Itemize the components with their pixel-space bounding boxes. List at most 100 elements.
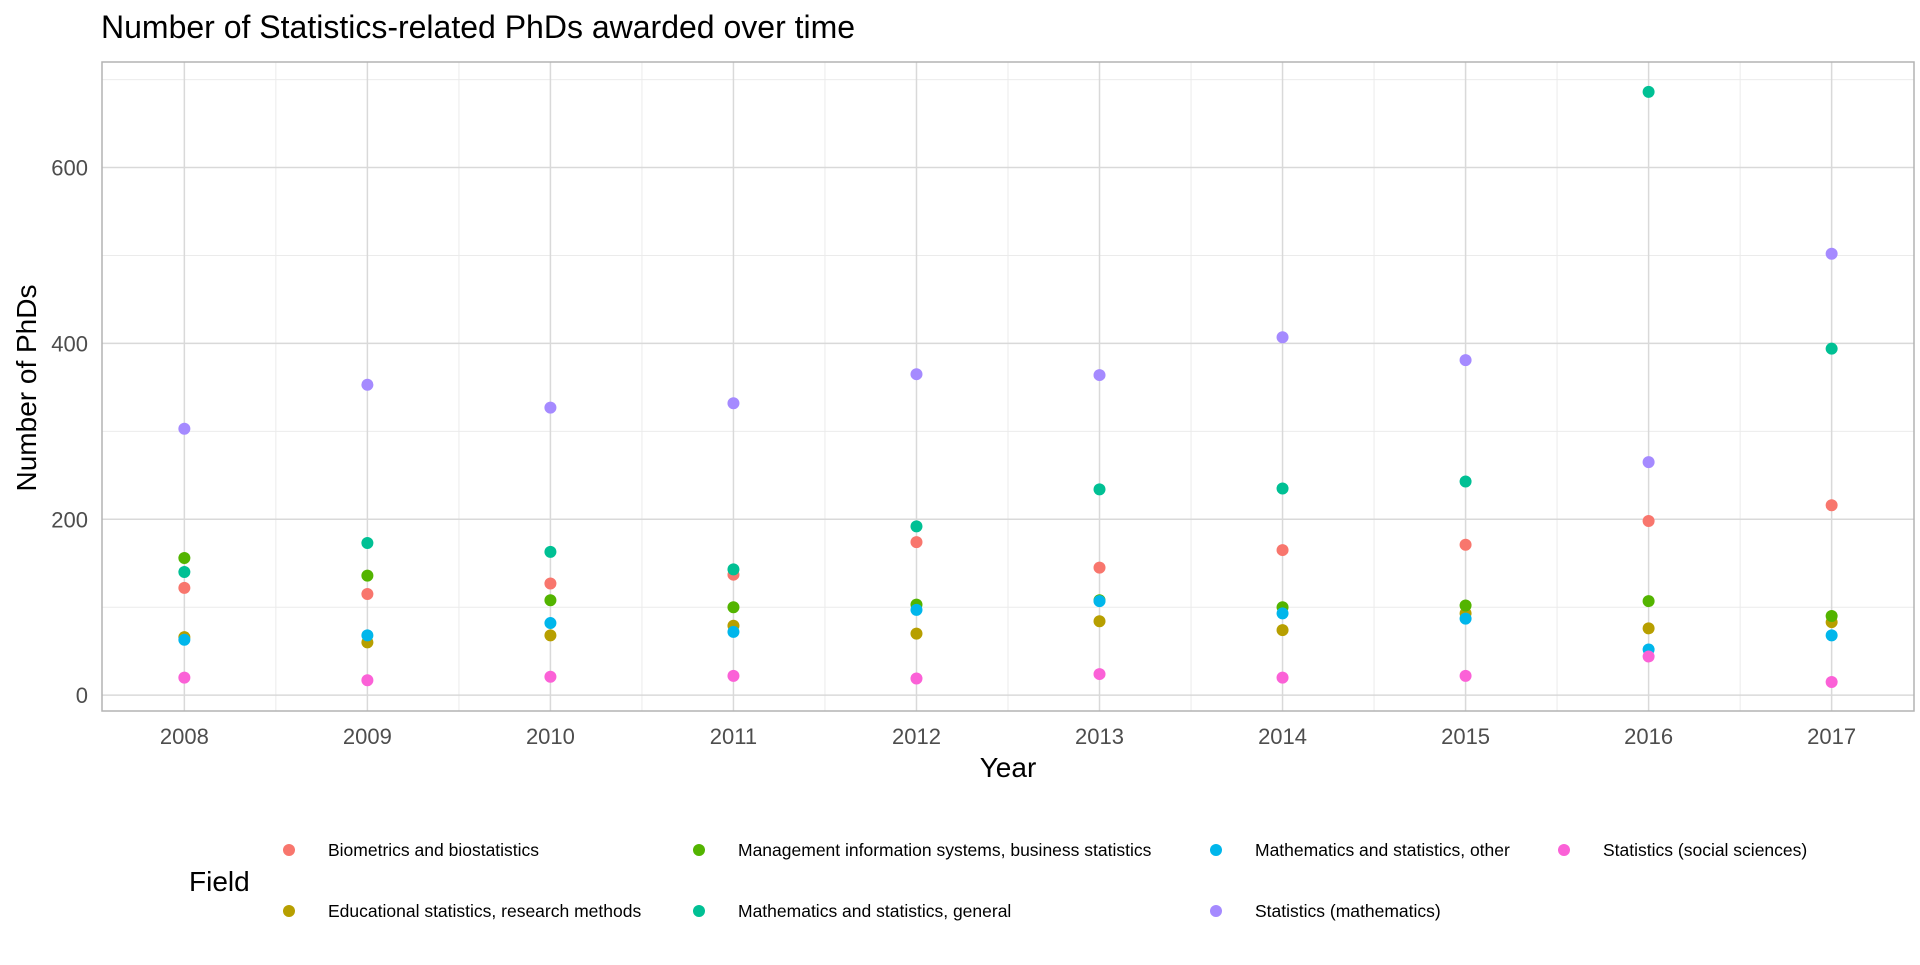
grid-lines [102,62,1914,711]
legend-item: Educational statistics, research methods [283,901,641,921]
data-point [1093,483,1106,496]
data-point [1825,610,1838,623]
legend-key [283,844,295,856]
data-point [1459,612,1472,625]
legend-key [693,844,705,856]
data-point [1276,607,1289,620]
data-point [544,617,557,630]
data-point [1642,85,1655,98]
data-points [178,85,1838,688]
x-tick-label: 2017 [1807,724,1856,749]
data-point [1642,622,1655,635]
data-point [1642,515,1655,528]
data-point [1642,456,1655,469]
data-point [1276,482,1289,495]
x-axis-ticks: 2008 2009 2010 2011 2012 2013 2014 2015 2016 2017 [160,724,1856,749]
data-point [727,397,740,410]
data-point [1642,595,1655,608]
data-point [1093,595,1106,608]
legend-item: Biometrics and biostatistics [283,840,539,860]
x-tick-label: 2015 [1441,724,1490,749]
y-tick-label: 600 [51,156,88,181]
legend-key [283,905,295,917]
y-axis-ticks: 0 200 400 600 [51,156,88,709]
legend-item: Mathematics and statistics, other [1210,840,1510,860]
data-point [727,563,740,576]
legend-label: Mathematics and statistics, other [1255,840,1510,860]
y-axis-label: Number of PhDs [11,285,42,492]
y-tick-label: 0 [76,683,88,708]
data-point [1825,499,1838,512]
data-point [727,669,740,682]
data-point [178,566,191,579]
x-tick-label: 2011 [710,724,757,749]
legend-item: Management information systems, business… [693,840,1152,860]
legend: Field Biometrics and biostatistics Educat… [189,840,1807,921]
data-point [727,625,740,638]
legend-label: Educational statistics, research methods [328,901,641,921]
data-point [544,545,557,558]
data-point [1825,247,1838,260]
data-point [1459,475,1472,488]
data-point [910,627,923,640]
data-point [544,577,557,590]
data-point [1825,342,1838,355]
legend-item: Mathematics and statistics, general [693,901,1011,921]
data-point [910,536,923,549]
data-point [544,401,557,414]
x-tick-label: 2016 [1624,724,1673,749]
data-point [1276,624,1289,637]
data-point [1825,629,1838,642]
legend-key [1210,905,1222,917]
legend-label: Biometrics and biostatistics [328,840,539,860]
chart-title: Number of Statistics-related PhDs awarde… [101,9,855,45]
data-point [361,674,374,687]
data-point [1093,615,1106,628]
x-tick-label: 2012 [892,724,941,749]
legend-label: Statistics (mathematics) [1255,901,1441,921]
data-point [1093,561,1106,574]
legend-title: Field [189,866,250,897]
x-tick-label: 2014 [1258,724,1307,749]
data-point [1642,650,1655,663]
legend-key [693,905,705,917]
legend-item: Statistics (social sciences) [1558,840,1807,860]
legend-key [1558,844,1570,856]
data-point [361,537,374,550]
data-point [178,422,191,435]
data-point [1459,599,1472,612]
x-tick-label: 2010 [526,724,575,749]
data-point [544,594,557,607]
data-point [910,520,923,533]
legend-item: Statistics (mathematics) [1210,901,1441,921]
x-tick-label: 2013 [1075,724,1124,749]
data-point [1093,668,1106,681]
data-point [178,551,191,564]
data-point [544,670,557,683]
data-point [1276,671,1289,684]
x-tick-label: 2009 [343,724,392,749]
data-point [910,603,923,616]
legend-label: Mathematics and statistics, general [738,901,1011,921]
data-point [910,368,923,381]
data-point [1459,538,1472,551]
data-point [910,672,923,685]
legend-items: Biometrics and biostatistics Educational … [283,840,1807,921]
data-point [361,378,374,391]
data-point [178,581,191,594]
data-point [1459,354,1472,367]
data-point [361,588,374,601]
plot-panel [101,61,1915,712]
data-point [1459,669,1472,682]
data-point [727,601,740,614]
legend-label: Management information systems, business… [738,840,1152,860]
plot-border [101,61,1915,712]
data-point [1093,369,1106,382]
x-tick-label: 2008 [160,724,209,749]
legend-key [1210,844,1222,856]
data-point [361,629,374,642]
data-point [178,671,191,684]
data-point [544,629,557,642]
